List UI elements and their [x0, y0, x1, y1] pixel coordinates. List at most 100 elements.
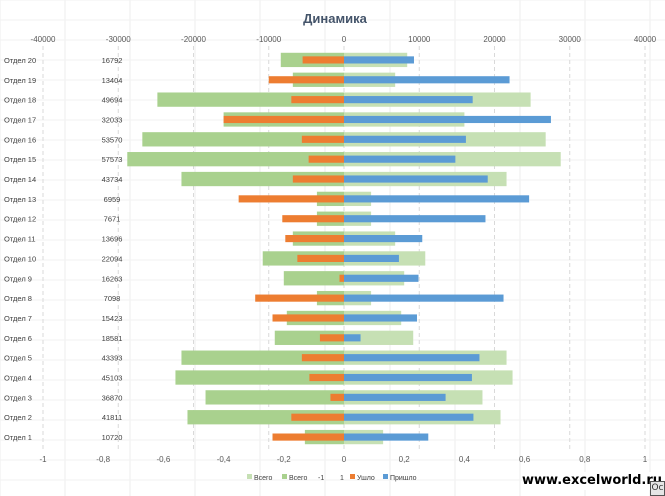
bar-arrived	[344, 115, 551, 124]
legend-label: 1	[340, 475, 344, 482]
bottom-axis-tick-label: 0,2	[399, 455, 411, 464]
series-flow	[223, 56, 551, 441]
category-value-label: 6959	[104, 195, 121, 204]
bar-arrived	[344, 56, 414, 64]
category-value-label: 43734	[102, 175, 123, 184]
corner-button[interactable]: Oc	[650, 481, 665, 496]
category-label: Отдел 2	[4, 413, 32, 422]
chart-legend: Всего Всего -1 1 Ушло Пришло	[247, 474, 417, 482]
bottom-axis-tick-label: 1	[643, 455, 648, 464]
legend-label: Всего	[289, 475, 307, 482]
bar-left	[302, 56, 344, 64]
bar-left	[319, 334, 344, 342]
bar-total-left	[175, 370, 344, 385]
bar-total-right	[344, 330, 414, 345]
legend-swatch	[247, 474, 252, 479]
category-value-label: 53570	[102, 135, 123, 144]
bar-left	[272, 433, 344, 441]
legend-label: Всего	[254, 475, 272, 482]
bottom-axis-tick-label: 0,4	[459, 455, 471, 464]
top-axis-tick-label: 30000	[559, 35, 582, 44]
category-label: Отдел 12	[4, 215, 36, 224]
bar-arrived	[344, 96, 473, 104]
bar-arrived	[344, 413, 474, 421]
category-value-label: 36870	[102, 393, 123, 402]
bar-arrived	[344, 274, 419, 282]
bar-left	[308, 155, 344, 163]
category-labels: Отдел 1 Отдел 2 Отдел 3 Отдел 4 Отдел 5 Отдел…	[4, 56, 36, 442]
bar-total-left	[127, 152, 344, 167]
top-axis-tick-label: -20000	[181, 35, 206, 44]
bar-left	[301, 354, 344, 362]
bar-left	[292, 175, 344, 183]
category-value-label: 13404	[102, 76, 123, 85]
legend-swatch	[383, 474, 388, 479]
bar-arrived	[344, 294, 504, 302]
category-label: Отдел 4	[4, 374, 32, 383]
top-axis-tick-label: 10000	[408, 35, 431, 44]
category-value-label: 15423	[102, 314, 123, 323]
category-value-label: 16792	[102, 56, 123, 65]
top-axis-tick-label: -10000	[256, 35, 281, 44]
top-axis: -40000 -30000 -20000 -10000 0 10000 20000 30000…	[31, 35, 657, 44]
category-value-label: 45103	[102, 374, 123, 383]
bar-left	[339, 274, 344, 282]
category-value-labels: 10720 41811 36870 45103 43393 18581 15423 7098 1…	[102, 56, 123, 442]
top-axis-tick-label: 40000	[634, 35, 657, 44]
category-label: Отдел 14	[4, 175, 36, 184]
category-value-label: 41811	[102, 413, 122, 422]
bar-left	[309, 373, 344, 382]
category-label: Отдел 13	[4, 195, 36, 204]
category-label: Отдел 8	[4, 294, 32, 303]
chart-title: Динамика	[303, 11, 367, 26]
category-label: Отдел 15	[4, 155, 36, 164]
bottom-axis-tick-label: 0,8	[579, 455, 591, 464]
legend-swatch	[350, 474, 355, 479]
bar-arrived	[344, 155, 456, 163]
bar-left	[291, 413, 344, 421]
bar-arrived	[344, 433, 429, 441]
bar-left	[285, 235, 344, 243]
bar-left	[330, 393, 344, 401]
bar-left	[223, 115, 344, 124]
bar-arrived	[344, 314, 417, 322]
bar-arrived	[344, 195, 530, 203]
category-label: Отдел 17	[4, 115, 36, 124]
category-label: Отдел 3	[4, 393, 32, 402]
category-value-label: 10720	[102, 433, 123, 442]
top-axis-tick-label: -40000	[31, 35, 56, 44]
category-value-label: 7671	[104, 215, 121, 224]
bar-total-left	[142, 132, 344, 147]
category-label: Отдел 6	[4, 334, 32, 343]
bar-total-left	[283, 271, 344, 286]
bar-left	[297, 254, 344, 262]
bar-arrived	[344, 393, 446, 401]
category-value-label: 16263	[102, 274, 123, 283]
category-label: Отдел 1	[4, 433, 32, 442]
category-value-label: 18581	[102, 334, 123, 343]
category-value-label: 7098	[104, 294, 121, 303]
legend-swatch	[282, 474, 287, 479]
legend-label: Пришло	[390, 475, 417, 482]
category-value-label: 57573	[102, 155, 123, 164]
category-label: Отдел 18	[4, 96, 36, 105]
category-label: Отдел 10	[4, 254, 36, 263]
watermark-text: www.excelworld.ru	[522, 472, 665, 490]
bar-arrived	[344, 235, 423, 243]
category-label: Отдел 16	[4, 135, 36, 144]
bottom-axis-tick-label: -0,4	[217, 455, 231, 464]
legend-label: Ушло	[357, 475, 375, 482]
category-value-label: 43393	[102, 354, 123, 363]
bottom-axis: -1 -0,8 -0,6 -0,4 -0,2 0 0,2 0,4 0,6 0,8 1	[39, 455, 647, 464]
category-value-label: 13696	[102, 235, 123, 244]
bar-left	[272, 314, 344, 322]
bottom-axis-tick-label: -0,6	[157, 455, 171, 464]
bar-arrived	[344, 354, 480, 362]
bottom-axis-tick-label: -0,2	[277, 455, 291, 464]
category-value-label: 22094	[102, 254, 123, 263]
category-label: Отдел 5	[4, 354, 32, 363]
legend-label: -1	[318, 475, 324, 482]
bar-left	[291, 96, 344, 104]
bottom-axis-tick-label: 0,6	[519, 455, 531, 464]
